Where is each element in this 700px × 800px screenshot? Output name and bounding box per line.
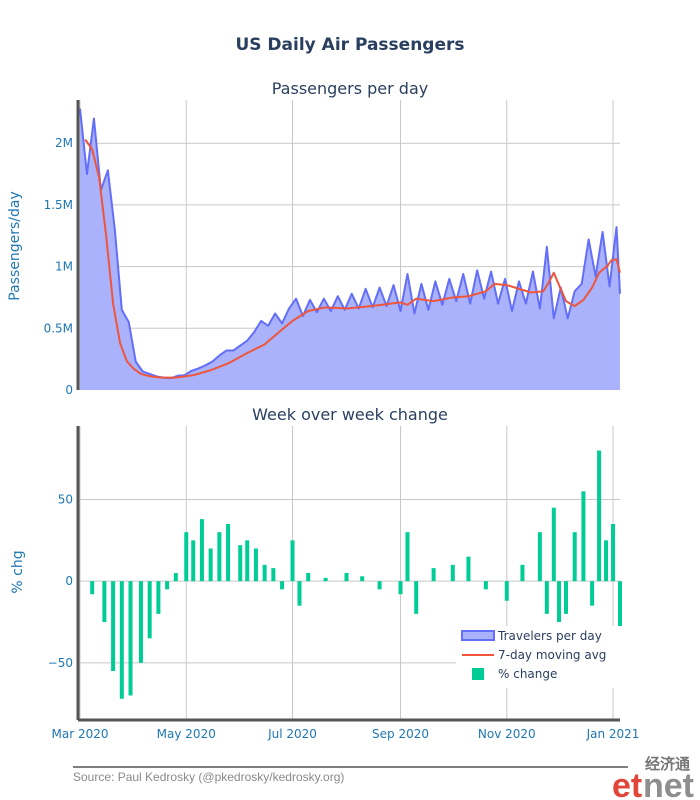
pct-change-bar — [119, 581, 124, 699]
pct-change-bar — [414, 581, 419, 614]
top-panel-lines — [79, 108, 621, 380]
pct-change-bar — [238, 545, 243, 582]
top-y-tick-label: 0.5M — [44, 321, 73, 335]
pct-change-bar — [405, 532, 410, 582]
bottom-y-axis-label: % chg — [10, 550, 26, 593]
pct-change-bar — [557, 581, 562, 622]
x-tick-label: Sep 2020 — [372, 727, 429, 741]
bottom-y-tick-label: 50 — [58, 493, 73, 507]
top-y-tick-label: 2M — [55, 136, 73, 150]
pct-change-bar — [102, 581, 107, 622]
bottom-panel-grid — [79, 426, 620, 720]
source-note: Source: Paul Kedrosky (@pkedrosky/kedros… — [73, 770, 344, 784]
pct-change-bar — [572, 532, 577, 582]
x-tick-label: Jul 2020 — [267, 727, 317, 741]
pct-change-bars — [90, 450, 622, 699]
pct-change-bar — [377, 581, 382, 590]
pct-change-bar — [184, 532, 189, 582]
top-y-tick-label: 1M — [55, 260, 73, 274]
pct-change-bar — [590, 581, 595, 606]
legend-label-travelers: Travelers per day — [497, 629, 602, 643]
pct-change-bar — [90, 581, 95, 595]
pct-change-bar — [217, 532, 222, 582]
pct-change-bar — [323, 577, 328, 582]
pct-change-bar — [208, 548, 213, 582]
pct-change-bar — [191, 540, 196, 582]
travelers-area-fill — [80, 108, 620, 390]
travelers-area — [80, 108, 620, 390]
bottom-panel-title: Week over week change — [252, 405, 448, 424]
legend-swatch-travelers — [461, 630, 495, 641]
pct-change-bar — [604, 540, 609, 582]
pct-change-bar — [290, 540, 295, 582]
pct-change-bar — [537, 532, 542, 582]
etnet-watermark-logo: 经济通 et net — [612, 755, 694, 800]
legend-item-pct-change[interactable]: % change — [472, 667, 557, 681]
watermark-net-text: net — [643, 767, 694, 800]
pct-change-bar — [431, 568, 436, 582]
pct-change-bar — [280, 581, 285, 590]
x-axis-ticks: Mar 2020 May 2020 Jul 2020 Sep 2020 Nov 2020… — [52, 727, 640, 741]
x-tick-label: Jan 2021 — [586, 727, 640, 741]
x-tick-label: May 2020 — [157, 727, 216, 741]
pct-change-bar — [520, 564, 525, 582]
pct-change-bar — [245, 540, 250, 582]
pct-change-bar — [483, 581, 488, 590]
watermark-et-text: et — [612, 767, 642, 800]
pct-change-bar — [226, 524, 231, 582]
x-tick-label: Nov 2020 — [478, 727, 536, 741]
legend-item-travelers[interactable]: Travelers per day — [461, 629, 602, 643]
pct-change-bar — [147, 581, 152, 639]
legend-label-pct-change: % change — [498, 667, 557, 681]
pct-change-bar — [398, 581, 403, 595]
pct-change-bar — [564, 581, 568, 614]
bottom-y-tick-label: −50 — [48, 656, 73, 670]
pct-change-bar — [165, 581, 170, 590]
pct-change-bar — [156, 581, 161, 614]
watermark-cn-text: 经济通 — [645, 755, 690, 773]
top-panel-title: Passengers per day — [272, 79, 428, 98]
pct-change-bar — [306, 573, 311, 582]
legend: Travelers per day 7-day moving avg % cha… — [456, 626, 622, 688]
top-y-tick-label: 0 — [65, 383, 73, 397]
bottom-y-tick-label: 0 — [65, 574, 73, 588]
pct-change-bar — [504, 581, 509, 601]
legend-label-moving-avg: 7-day moving avg — [498, 648, 606, 662]
legend-swatch-pct-change — [472, 668, 484, 680]
pct-change-bar — [466, 556, 471, 582]
legend-item-moving-avg[interactable]: 7-day moving avg — [462, 648, 606, 662]
pct-change-bar — [581, 491, 586, 582]
pct-change-bar — [173, 573, 178, 582]
pct-change-bar — [128, 581, 133, 696]
x-tick-label: Mar 2020 — [52, 727, 109, 741]
bottom-panel-y-ticks: −50 0 50 — [48, 426, 620, 722]
pct-change-bar — [597, 450, 602, 582]
pct-change-bar — [544, 581, 549, 614]
top-y-tick-label: 1.5M — [44, 198, 73, 212]
pct-change-bar — [450, 564, 455, 582]
pct-change-bar — [138, 581, 143, 663]
pct-change-bar — [344, 573, 349, 582]
pct-change-bar — [111, 581, 116, 671]
pct-change-bar — [297, 581, 302, 606]
chart-title: US Daily Air Passengers — [235, 35, 464, 55]
pct-change-bar — [271, 568, 276, 582]
pct-change-bar — [611, 524, 616, 582]
pct-change-bar — [360, 576, 365, 582]
top-panel-y-ticks: 0 0.5M 1M 1.5M 2M — [44, 100, 80, 397]
pct-change-bar — [262, 564, 267, 582]
pct-change-bar — [551, 507, 556, 582]
pct-change-bar — [253, 548, 258, 582]
top-y-axis-label: Passengers/day — [7, 191, 23, 300]
moving-avg-line — [84, 138, 621, 379]
pct-change-bar — [618, 581, 622, 647]
pct-change-bar — [199, 519, 204, 582]
